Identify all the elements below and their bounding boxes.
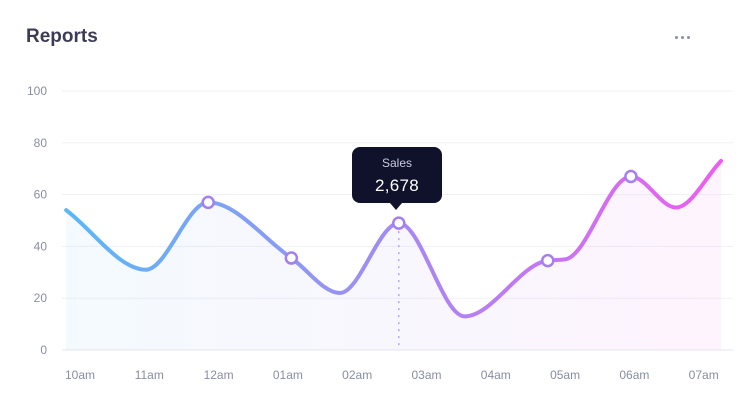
y-tick-label: 0 — [40, 343, 47, 357]
card-title: Reports — [26, 26, 98, 47]
tooltip-label: Sales — [381, 156, 413, 170]
data-point-marker — [624, 169, 638, 184]
x-tick-label: 05am — [550, 368, 580, 382]
x-tick-label: 03am — [411, 368, 441, 382]
x-tick-label: 04am — [481, 368, 511, 382]
x-tick-label: 12am — [204, 368, 234, 382]
y-tick-label: 100 — [27, 84, 47, 98]
sales-tooltip: Sales 2,678 — [352, 147, 442, 210]
y-tick-label: 80 — [34, 136, 48, 150]
x-tick-label: 11am — [135, 368, 164, 382]
x-tick-label: 02am — [342, 368, 372, 382]
data-point-marker — [392, 216, 406, 230]
dot — [686, 35, 690, 39]
x-tick-label: 10am — [65, 368, 95, 382]
tooltip-value: 2,678 — [374, 176, 420, 195]
data-point-marker — [541, 253, 555, 268]
dot — [674, 35, 678, 39]
series-area — [66, 160, 722, 350]
x-tick-label: 06am — [619, 368, 649, 382]
y-tick-label: 20 — [34, 291, 48, 305]
data-point-marker — [284, 251, 299, 265]
dot — [680, 35, 684, 39]
more-options-icon[interactable] — [669, 28, 695, 46]
x-tick-label: 01am — [273, 368, 303, 382]
y-tick-label: 40 — [34, 239, 48, 253]
x-tick-label: 07am — [689, 368, 719, 382]
data-point-marker — [201, 195, 215, 210]
y-tick-label: 60 — [34, 188, 48, 202]
